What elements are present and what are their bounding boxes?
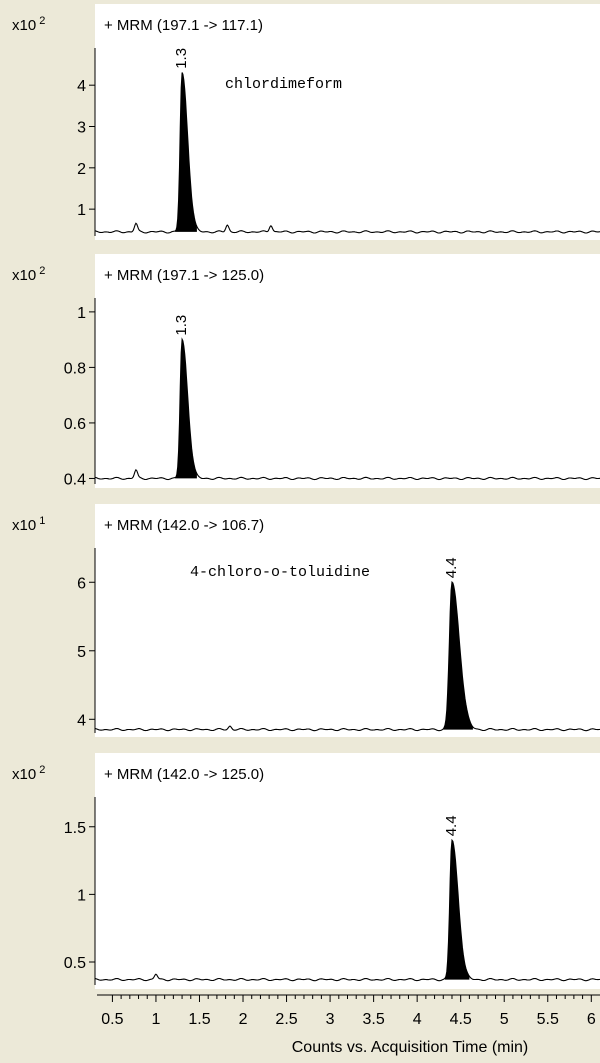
- x-tick-label: 4: [413, 1011, 422, 1028]
- chart-title: + MRM (197.1 -> 117.1): [104, 17, 263, 34]
- plot-background: [95, 753, 600, 989]
- x-tick-label: 1: [151, 1011, 160, 1028]
- peak-area: [175, 72, 197, 232]
- peak-area: [175, 339, 197, 479]
- peak-label: 4.4: [443, 815, 460, 836]
- y-scale-label: x10 2: [12, 764, 45, 783]
- compound-annotation: chlordimeform: [225, 76, 342, 93]
- y-tick-label: 0.8: [64, 360, 86, 377]
- peak-label: 4.4: [443, 557, 460, 578]
- plot-background: [95, 254, 600, 488]
- x-tick-label: 2.5: [275, 1011, 297, 1028]
- plot-background: [95, 504, 600, 737]
- y-tick-label: 2: [77, 161, 86, 178]
- y-tick-label: 1: [77, 202, 86, 219]
- peak-area: [443, 582, 473, 730]
- peak-label: 1.3: [173, 315, 190, 336]
- y-tick-label: 1: [77, 305, 86, 322]
- y-tick-label: 1: [77, 887, 86, 904]
- peak-label: 1.3: [173, 48, 190, 69]
- x-axis: 0.5 1 1.5 2 2.5 3 3.5 4 4.5 5 5.5 6 Counts vs. Acqui…: [97, 994, 600, 1056]
- chromatogram-trace: [94, 838, 600, 982]
- x-tick-label: 5: [500, 1011, 509, 1028]
- x-tick-label: 4.5: [450, 1011, 472, 1028]
- plot-background: [95, 4, 600, 240]
- y-tick-label: 0.5: [64, 955, 86, 972]
- y-tick-label: 4: [77, 712, 86, 729]
- x-tick-label: 3: [326, 1011, 335, 1028]
- y-tick-label: 1.5: [64, 820, 86, 837]
- chart-panel-2: x10 2 + MRM (197.1 -> 125.0) 0.4 0.6 0.8 1 1.3: [12, 254, 600, 488]
- chromatogram-trace: [94, 337, 600, 481]
- chart-title: + MRM (142.0 -> 106.7): [104, 517, 264, 534]
- chart-title: + MRM (197.1 -> 125.0): [104, 267, 264, 284]
- chart-title: + MRM (142.0 -> 125.0): [104, 766, 264, 783]
- x-tick-label: 3.5: [362, 1011, 384, 1028]
- chart-panel-4: x10 2 + MRM (142.0 -> 125.0) 0.5 1 1.5 4.4: [12, 753, 600, 989]
- peak-area: [445, 840, 470, 980]
- x-axis-title: Counts vs. Acquisition Time (min): [292, 1039, 529, 1056]
- x-tick-label: 1.5: [188, 1011, 210, 1028]
- y-tick-label: 6: [77, 575, 86, 592]
- y-scale-label: x10 2: [12, 15, 45, 34]
- y-tick-label: 3: [77, 120, 86, 137]
- y-tick-label: 5: [77, 644, 86, 661]
- x-tick-label: 2: [239, 1011, 248, 1028]
- x-tick-label: 5.5: [537, 1011, 559, 1028]
- x-tick-label: 0.5: [101, 1011, 123, 1028]
- y-tick-label: 4: [77, 78, 86, 95]
- chromatogram-trace: [94, 580, 600, 732]
- compound-annotation: 4-chloro-o-toluidine: [190, 564, 370, 581]
- y-scale-label: x10 2: [12, 265, 45, 284]
- chromatogram-trace: [94, 72, 600, 234]
- x-tick-label: 6: [587, 1011, 596, 1028]
- y-tick-label: 0.6: [64, 416, 86, 433]
- chart-panel-1: x10 2 + MRM (197.1 -> 117.1) 1 2 3 4 1.3 chlord…: [12, 4, 600, 240]
- y-scale-label: x10 1: [12, 515, 45, 534]
- chart-panel-3: x10 1 + MRM (142.0 -> 106.7) 4 5 6 4.4 4-chlor…: [12, 504, 600, 737]
- y-tick-label: 0.4: [64, 471, 86, 488]
